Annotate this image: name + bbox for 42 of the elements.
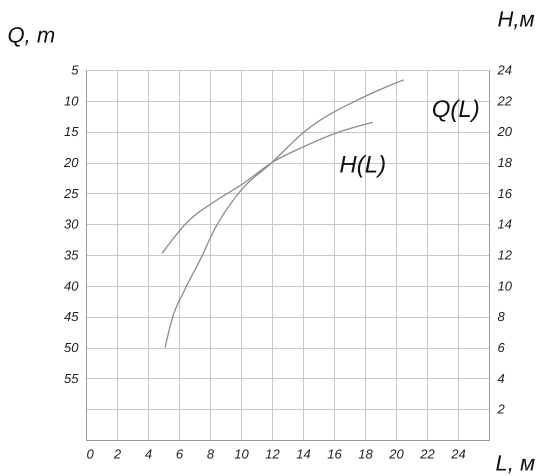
y-tick-label: 55 bbox=[64, 370, 80, 386]
x-tick-label: 14 bbox=[296, 446, 311, 462]
y2-tick-label: 18 bbox=[498, 155, 513, 170]
line-series bbox=[164, 79, 404, 348]
y2-tick-label: 14 bbox=[498, 216, 512, 232]
x-tick-label: 16 bbox=[327, 446, 342, 462]
y2-tick-label: 10 bbox=[498, 278, 513, 294]
y-tick-label: 50 bbox=[64, 340, 80, 355]
y2-tick-label: 8 bbox=[498, 309, 506, 324]
y-axis-title: Q, т bbox=[8, 22, 56, 48]
y-tick-label: 45 bbox=[64, 309, 80, 324]
y2-tick-label: 6 bbox=[498, 340, 506, 355]
x-tick-label: 20 bbox=[388, 446, 404, 462]
x-tick-label: 0 bbox=[86, 446, 94, 462]
y-tick-label: 30 bbox=[64, 216, 80, 232]
y2-tick-label: 12 bbox=[498, 248, 513, 262]
x-tick-label: 22 bbox=[419, 446, 436, 462]
y-tick-label: 5 bbox=[71, 62, 80, 78]
series-label: Q(L) bbox=[432, 96, 480, 123]
y2-tick-label: 4 bbox=[498, 370, 505, 386]
y-tick-label: 25 bbox=[63, 186, 80, 201]
x-tick-label: 12 bbox=[265, 446, 280, 462]
y-tick-label: 20 bbox=[63, 155, 80, 170]
x-tick-label: 10 bbox=[234, 446, 250, 462]
series-label: H(L) bbox=[339, 151, 386, 178]
x-tick-label: 24 bbox=[450, 446, 466, 462]
y2-tick-label: 16 bbox=[498, 186, 513, 201]
x-tick-label: 4 bbox=[144, 446, 152, 462]
y2-tick-label: 22 bbox=[496, 93, 513, 108]
y2-tick-label: 2 bbox=[496, 402, 506, 417]
y-tick-label: 15 bbox=[64, 124, 80, 140]
y2-tick-label: 24 bbox=[496, 62, 512, 78]
x-tick-label: 18 bbox=[358, 446, 374, 462]
y-tick-label: 10 bbox=[64, 93, 80, 108]
x-axis-title: L, м bbox=[496, 450, 536, 476]
x-tick-label: 2 bbox=[112, 446, 122, 462]
y2-tick-label: 20 bbox=[496, 124, 513, 140]
y-tick-label: 40 bbox=[64, 278, 80, 294]
x-tick-label: 8 bbox=[206, 446, 215, 462]
y-tick-label: 35 bbox=[64, 248, 80, 262]
y2-axis-title: H,м bbox=[498, 6, 535, 32]
x-tick-label: 6 bbox=[176, 446, 184, 462]
